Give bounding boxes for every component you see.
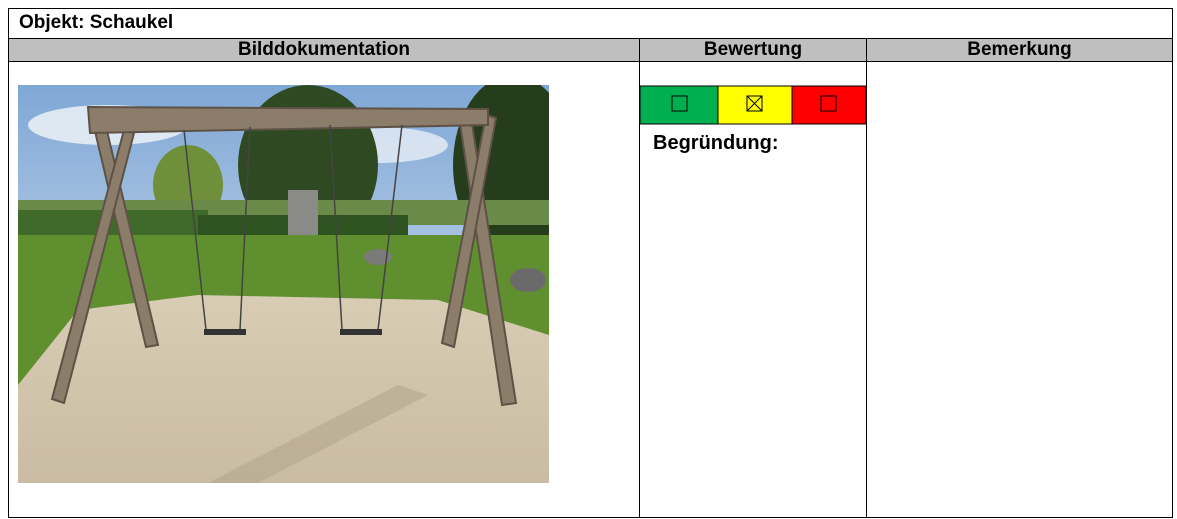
checkbox-checked — [746, 95, 763, 112]
yellow-cell — [717, 85, 793, 125]
reason-label: Begründung: — [653, 132, 779, 154]
green-cell — [639, 85, 719, 125]
column-header: Bewertung — [639, 38, 867, 62]
column-header: Bemerkung — [866, 38, 1173, 62]
photo — [18, 85, 549, 483]
column-header: Bilddokumentation — [8, 38, 640, 62]
checkbox — [820, 95, 837, 112]
title: Objekt: Schaukel — [8, 8, 1173, 39]
checkbox — [671, 95, 688, 112]
red-cell — [791, 85, 867, 125]
cell — [639, 61, 867, 518]
cell — [866, 61, 1173, 518]
rating-boxes — [639, 85, 867, 125]
